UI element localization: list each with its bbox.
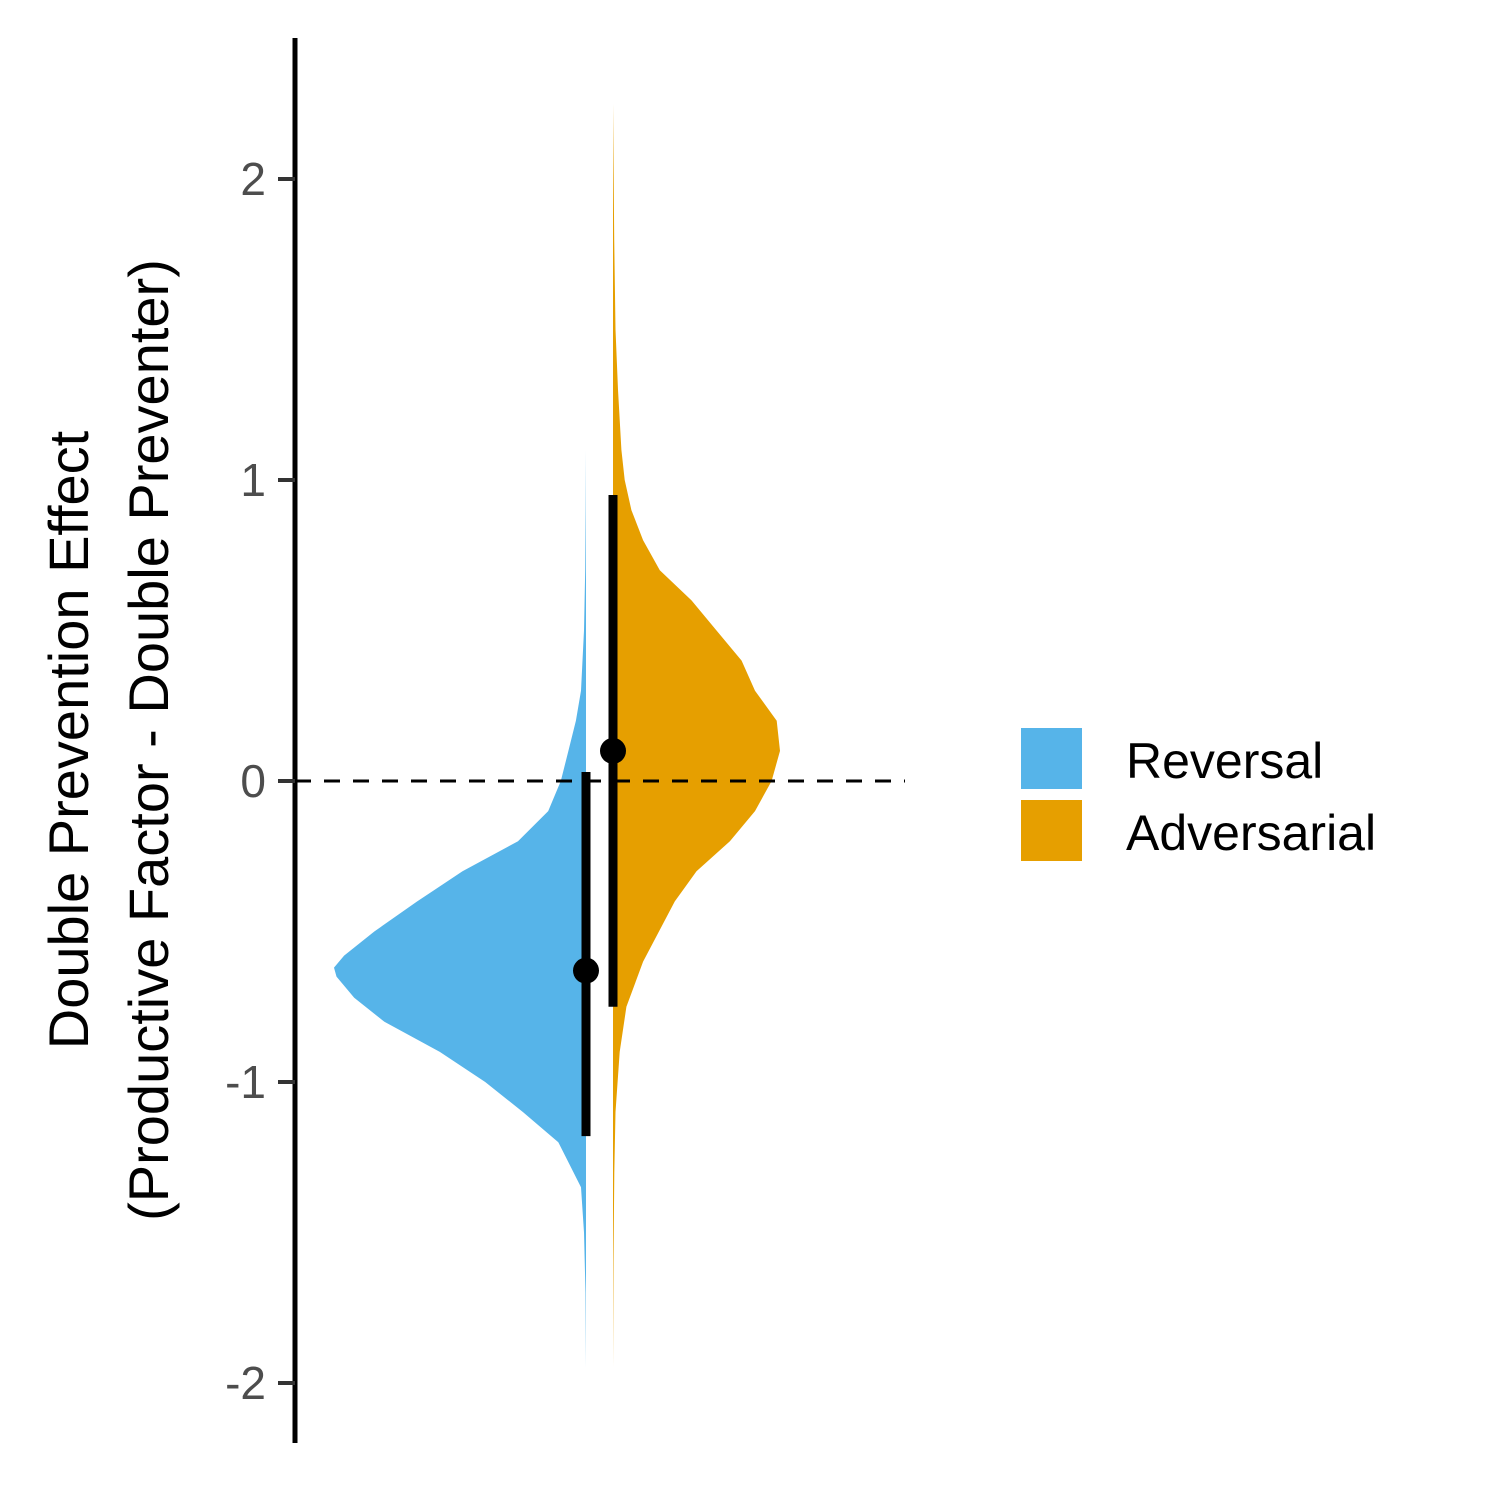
violin-adversarial xyxy=(613,103,780,1368)
point-reversal xyxy=(573,957,599,984)
violins-group xyxy=(334,103,780,1368)
legend: Reversal Adversarial xyxy=(1021,728,1376,861)
legend-key-reversal xyxy=(1021,728,1082,789)
y-tick-label: 1 xyxy=(240,454,266,506)
violin-reversal xyxy=(334,449,586,1368)
y-tick-label: 2 xyxy=(240,153,266,205)
y-tick-label: -2 xyxy=(225,1357,266,1409)
y-axis: 2 1 0 -1 -2 xyxy=(225,38,298,1443)
y-tick-label: -1 xyxy=(225,1056,266,1108)
legend-key-adversarial xyxy=(1021,800,1082,861)
legend-label-reversal: Reversal xyxy=(1126,733,1323,789)
legend-label-adversarial: Adversarial xyxy=(1126,805,1376,861)
y-axis-title-line2: (Productive Factor - Double Preventer) xyxy=(117,259,180,1221)
y-tick-label: 0 xyxy=(240,755,266,807)
y-axis-title-line1: Double Prevention Effect xyxy=(37,430,100,1049)
point-adversarial xyxy=(600,737,626,764)
y-axis-title: Double Prevention Effect (Productive Fac… xyxy=(37,259,180,1221)
intervals-group xyxy=(573,495,626,1137)
